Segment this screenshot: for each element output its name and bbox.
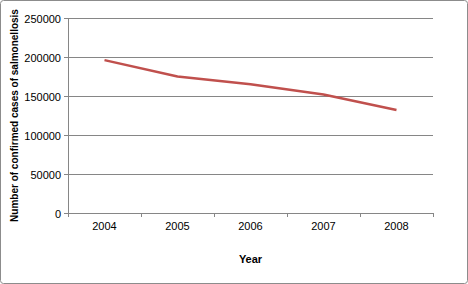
y-tick-label: 250000 — [24, 13, 61, 25]
y-tick-label: 200000 — [24, 52, 61, 64]
y-tick — [64, 213, 68, 214]
y-tick-label: 100000 — [24, 130, 61, 142]
x-tick-label: 2008 — [384, 220, 408, 232]
y-axis — [68, 18, 69, 213]
chart: 0 50000 100000 150000 200000 250000 2004 2005 20… — [0, 0, 468, 284]
grid-line — [68, 57, 433, 58]
y-tick — [64, 96, 68, 97]
x-axis-label: Year — [239, 253, 263, 265]
data-line — [105, 60, 397, 110]
grid-line — [68, 174, 433, 175]
x-tick-divider — [287, 213, 288, 217]
x-tick-divider — [360, 213, 361, 217]
x-tick-divider — [68, 213, 69, 217]
y-tick — [64, 174, 68, 175]
y-axis-label: Number of confirmed cases of salmonellos… — [9, 9, 20, 222]
chart-container: 0 50000 100000 150000 200000 250000 2004 2005 20… — [0, 0, 468, 284]
x-tick-divider — [433, 213, 434, 217]
x-tick-label: 2004 — [92, 220, 116, 232]
grid-line — [68, 135, 433, 136]
x-tick-divider — [214, 213, 215, 217]
chart-frame — [1, 1, 468, 284]
y-tick-label: 50000 — [30, 169, 61, 181]
y-tick — [64, 135, 68, 136]
y-tick-label: 0 — [55, 208, 61, 220]
x-axis — [68, 213, 433, 214]
grid-line — [68, 213, 433, 214]
y-tick-label: 150000 — [24, 91, 61, 103]
grid-line — [68, 18, 433, 19]
x-tick-label: 2007 — [311, 220, 335, 232]
y-tick — [64, 18, 68, 19]
x-tick-label: 2006 — [238, 220, 262, 232]
x-tick-label: 2005 — [165, 220, 189, 232]
x-tick-divider — [141, 213, 142, 217]
y-tick — [64, 57, 68, 58]
grid-line — [68, 96, 433, 97]
plot-area — [105, 60, 397, 110]
